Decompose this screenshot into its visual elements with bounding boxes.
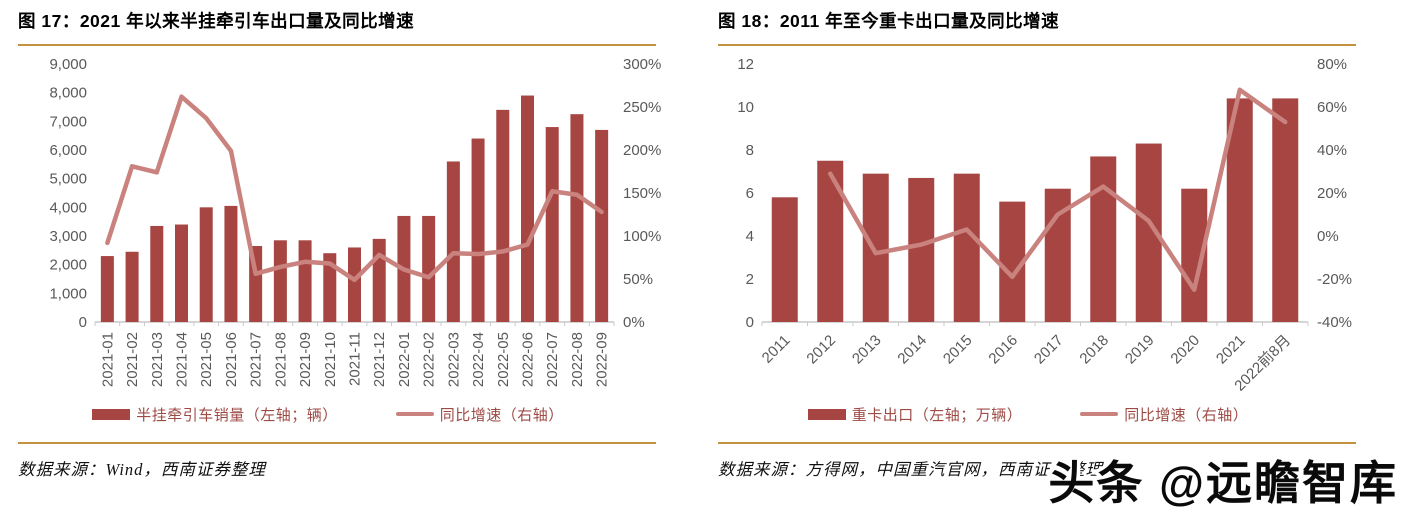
svg-text:2022-07: 2022-07 [544, 332, 561, 387]
svg-text:2022-06: 2022-06 [520, 332, 537, 387]
svg-text:2021-01: 2021-01 [99, 332, 116, 387]
legend-line-label: 同比增速（右轴） [1124, 406, 1249, 424]
figure-18-title: 图 18：2011 年至今重卡出口量及同比增速 [718, 11, 1060, 31]
legend-item-line: 同比增速（右轴） [395, 404, 564, 425]
svg-text:6,000: 6,000 [49, 142, 87, 159]
svg-text:2022-02: 2022-02 [421, 332, 438, 387]
figure-18-bottom-rule [718, 442, 1356, 444]
svg-text:-20%: -20% [1317, 271, 1352, 288]
svg-text:2021-02: 2021-02 [124, 332, 141, 387]
svg-text:2022-04: 2022-04 [470, 332, 487, 387]
svg-text:100%: 100% [623, 228, 661, 245]
svg-text:250%: 250% [623, 99, 661, 116]
svg-text:150%: 150% [623, 185, 661, 202]
svg-text:2014: 2014 [894, 332, 930, 368]
figure-17-bottom-rule [18, 442, 656, 444]
svg-text:2021-03: 2021-03 [149, 332, 166, 387]
figure-17: 图 17：2021 年以来半挂牵引车出口量及同比增速 0 1,000 2,000 3,… [18, 8, 666, 480]
svg-text:7,000: 7,000 [49, 113, 87, 130]
svg-text:9,000: 9,000 [49, 56, 87, 73]
figure-18-title-rule [718, 44, 1356, 46]
svg-text:2,000: 2,000 [49, 257, 87, 274]
figure-18-source: 数据来源：方得网，中国重汽官网，西南证券整理 [718, 460, 1103, 479]
svg-text:2021-06: 2021-06 [223, 332, 240, 387]
svg-text:2021-04: 2021-04 [174, 332, 191, 387]
watermark: 头条 @远瞻智库 [1045, 454, 1400, 513]
svg-text:10: 10 [737, 99, 754, 116]
bar-series-swatch-icon [807, 408, 846, 420]
svg-text:2021-08: 2021-08 [272, 332, 289, 387]
figure-17-chart: 0 1,000 2,000 3,000 4,000 5,000 6,000 7,000 8,00… [18, 50, 666, 402]
figure-17-source: 数据来源：Wind，西南证券整理 [18, 460, 266, 479]
svg-text:2022-01: 2022-01 [396, 332, 413, 387]
svg-text:80%: 80% [1317, 56, 1347, 73]
legend-item-bar: 半挂牵引车销量（左轴；辆） [92, 404, 338, 425]
svg-text:2021: 2021 [1213, 332, 1249, 368]
svg-text:2013: 2013 [849, 332, 885, 368]
figure-17-plot: 0 1,000 2,000 3,000 4,000 5,000 6,000 7,000 8,00… [49, 56, 661, 387]
figure-18: 图 18：2011 年至今重卡出口量及同比增速 0 2 4 6 8 10 12 -40% -20… [718, 8, 1366, 480]
svg-text:2021-11: 2021-11 [347, 332, 364, 386]
svg-text:2021-05: 2021-05 [198, 332, 215, 387]
svg-text:0: 0 [746, 314, 754, 331]
figure-17-title: 图 17：2021 年以来半挂牵引车出口量及同比增速 [18, 11, 415, 31]
svg-text:40%: 40% [1317, 142, 1347, 159]
figure-17-title-rule [18, 44, 656, 46]
svg-text:1,000: 1,000 [49, 285, 87, 302]
svg-text:0%: 0% [623, 314, 645, 331]
svg-text:12: 12 [737, 56, 754, 73]
svg-text:2021-10: 2021-10 [322, 332, 339, 387]
svg-text:5,000: 5,000 [49, 171, 87, 188]
line-series-swatch-icon [395, 412, 434, 416]
svg-text:2012: 2012 [803, 332, 839, 368]
svg-text:2022-08: 2022-08 [569, 332, 586, 387]
svg-text:2022-09: 2022-09 [594, 332, 611, 387]
svg-text:200%: 200% [623, 142, 661, 159]
svg-text:4,000: 4,000 [49, 199, 87, 216]
figure-18-legend: 重卡出口（左轴；万辆） 同比增速（右轴） [718, 402, 1338, 426]
legend-item-line: 同比增速（右轴） [1080, 404, 1248, 425]
svg-text:3,000: 3,000 [49, 228, 87, 245]
figure-18-plot: 0 2 4 6 8 10 12 -40% -20% 0% 20% 40% 60% 80% 2011 2012 2… [737, 56, 1352, 395]
svg-text:2021-12: 2021-12 [371, 332, 388, 387]
legend-bar-label: 半挂牵引车销量（左轴；辆） [136, 406, 338, 424]
line-series-swatch-icon [1080, 412, 1119, 416]
svg-text:2018: 2018 [1076, 332, 1112, 368]
svg-text:2020: 2020 [1167, 332, 1203, 368]
svg-text:-40%: -40% [1317, 314, 1352, 331]
figure-17-legend: 半挂牵引车销量（左轴；辆） 同比增速（右轴） [18, 402, 638, 426]
svg-text:2022-03: 2022-03 [445, 332, 462, 387]
svg-text:2021-09: 2021-09 [297, 332, 314, 387]
svg-text:60%: 60% [1317, 99, 1347, 116]
svg-text:2019: 2019 [1122, 332, 1158, 368]
svg-text:300%: 300% [623, 56, 661, 73]
svg-text:2017: 2017 [1031, 332, 1067, 368]
svg-text:2: 2 [746, 271, 754, 288]
legend-item-bar: 重卡出口（左轴；万辆） [807, 404, 1023, 425]
svg-text:2015: 2015 [940, 332, 976, 368]
legend-bar-label: 重卡出口（左轴；万辆） [851, 406, 1023, 424]
svg-text:2011: 2011 [759, 332, 794, 367]
svg-text:8: 8 [746, 142, 754, 159]
svg-text:20%: 20% [1317, 185, 1347, 202]
svg-text:2016: 2016 [985, 332, 1021, 368]
bar-series-swatch-icon [92, 408, 131, 420]
figure-18-chart: 0 2 4 6 8 10 12 -40% -20% 0% 20% 40% 60% 80% 2011 2012 2… [718, 50, 1366, 402]
svg-text:2021-07: 2021-07 [248, 332, 265, 387]
svg-text:50%: 50% [623, 271, 653, 288]
svg-text:0: 0 [79, 314, 87, 331]
svg-text:0%: 0% [1317, 228, 1339, 245]
legend-line-label: 同比增速（右轴） [439, 406, 564, 424]
svg-text:4: 4 [746, 228, 754, 245]
svg-text:6: 6 [746, 185, 754, 202]
svg-text:8,000: 8,000 [49, 85, 87, 102]
svg-text:2022-05: 2022-05 [495, 332, 512, 387]
